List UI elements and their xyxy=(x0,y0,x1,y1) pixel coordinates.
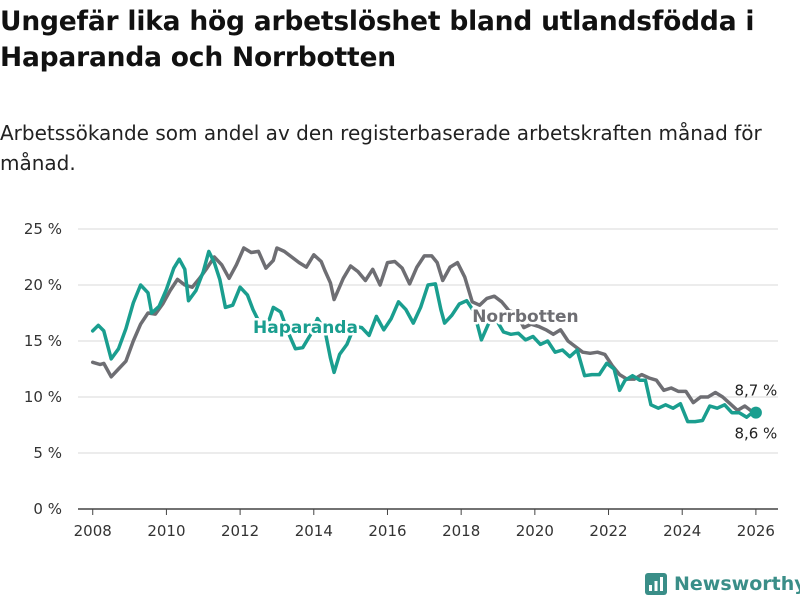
x-tick-label: 2012 xyxy=(221,522,259,540)
chart-title: Ungefär lika hög arbetslöshet bland utla… xyxy=(0,6,755,73)
x-tick-label: 2020 xyxy=(516,522,554,540)
x-tick-label: 2010 xyxy=(147,522,185,540)
series-labels: Norrbotten Haparanda 8,7 % 8,6 % xyxy=(251,304,778,443)
x-tick-label: 2024 xyxy=(663,522,701,540)
x-tick-label: 2026 xyxy=(737,522,775,540)
y-tick-label: 20 % xyxy=(24,276,62,294)
chart-subtitle: Arbetssökande som andel av den registerb… xyxy=(0,121,762,175)
haparanda-end-value-label: 8,6 % xyxy=(734,425,777,443)
y-tick-label: 5 % xyxy=(33,444,62,462)
norrbotten-series-label: Norrbotten xyxy=(472,307,578,327)
y-tick-label: 10 % xyxy=(24,388,62,406)
haparanda-series-label: Haparanda xyxy=(253,318,358,338)
y-tick-label: 0 % xyxy=(33,500,62,518)
series-lines xyxy=(90,246,758,424)
x-tick-label: 2022 xyxy=(589,522,627,540)
x-tick-label: 2008 xyxy=(74,522,112,540)
haparanda-series-line xyxy=(90,249,758,424)
norrbotten-end-value-label: 8,7 % xyxy=(734,382,777,400)
x-tick-label: 2016 xyxy=(368,522,406,540)
gridlines xyxy=(78,228,778,510)
y-tick-label: 25 % xyxy=(24,220,62,238)
x-tick-label: 2018 xyxy=(442,522,480,540)
axes: 0 % 5 % 10 % 15 % 20 % 25 % 2008 2010 2012 2014 20… xyxy=(24,220,775,540)
newsworthy-logo-icon xyxy=(645,573,667,595)
norrbotten-series-line xyxy=(90,246,758,414)
newsworthy-logo-text: Newsworthy xyxy=(674,573,800,595)
x-tick-label: 2014 xyxy=(295,522,333,540)
haparanda-end-point xyxy=(749,406,762,419)
y-tick-label: 15 % xyxy=(24,332,62,350)
newsworthy-logo: Newsworthy xyxy=(645,570,800,598)
